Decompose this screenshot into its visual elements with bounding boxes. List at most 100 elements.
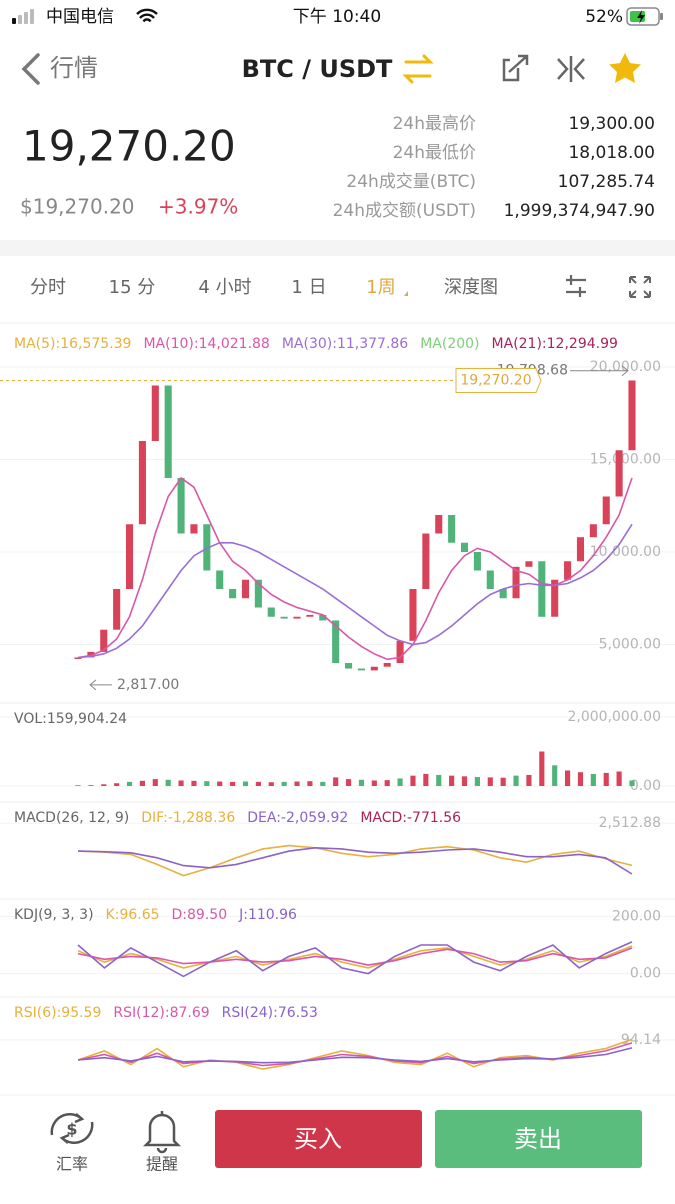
legend-label: DEA:-2,059.92	[247, 810, 348, 826]
candle	[113, 589, 121, 630]
legend-label: J:110.96	[238, 907, 297, 923]
candle	[628, 380, 636, 451]
y-tick-label: 0.00	[630, 966, 661, 982]
y-tick-label: 5,000.00	[599, 637, 661, 653]
stat-value: 18,018.00	[568, 143, 655, 163]
last-price-tag	[455, 368, 542, 394]
candle	[564, 561, 572, 580]
separator	[0, 240, 675, 256]
stat-label: 24h成交量(BTC)	[346, 172, 476, 192]
volume-bar	[500, 777, 506, 786]
settings-icon[interactable]	[566, 275, 586, 297]
stat-label: 24h最低价	[393, 143, 476, 163]
tab[interactable]: 1周	[366, 277, 395, 298]
rate-label[interactable]: 汇率	[56, 1155, 88, 1174]
tab[interactable]: 分时	[30, 277, 66, 298]
volume-bar	[139, 780, 145, 786]
volume-bar	[423, 773, 429, 786]
indicator-line	[77, 1042, 633, 1067]
candle	[602, 496, 610, 525]
volume-bar	[307, 781, 313, 786]
candle	[499, 589, 507, 599]
stat-value: 107,285.74	[558, 172, 655, 192]
candle	[138, 441, 146, 525]
tab[interactable]: 4 小时	[198, 277, 251, 298]
legend-label: MA(10):14,021.88	[143, 336, 269, 352]
indicator-line	[77, 947, 633, 966]
low-label: 2,817.00	[117, 677, 179, 693]
volume-bar	[294, 781, 300, 786]
volume-bar	[320, 781, 326, 786]
legend-label: MACD:-771.56	[360, 810, 461, 826]
back-arrow[interactable]	[21, 53, 40, 85]
signal-icon	[12, 9, 34, 24]
candle	[74, 657, 82, 659]
volume-bar	[397, 778, 403, 786]
volume-bar	[178, 780, 184, 786]
legend-label: MACD(26, 12, 9)	[14, 810, 129, 826]
y-tick-label: 200.00	[612, 908, 661, 924]
volume-bar	[152, 779, 158, 786]
last-price: 19,270.20	[22, 122, 236, 171]
legend-label: MA(5):16,575.39	[14, 336, 131, 352]
low-arrow	[89, 679, 97, 691]
favorite-icon[interactable]	[609, 53, 641, 83]
candle	[357, 668, 365, 671]
volume-bar	[126, 781, 133, 786]
battery-level: 52%	[585, 7, 623, 27]
alert-label[interactable]: 提醒	[146, 1155, 178, 1174]
tab[interactable]: 15 分	[109, 277, 156, 298]
candle	[409, 589, 417, 641]
clock: 下午 10:40	[293, 7, 381, 27]
candle	[229, 589, 237, 599]
tab-dropdown[interactable]	[404, 291, 408, 296]
candle	[448, 515, 456, 543]
candle	[177, 478, 185, 534]
compare-icon[interactable]	[557, 56, 585, 82]
back-label[interactable]: 行情	[50, 54, 98, 82]
candle	[383, 663, 391, 667]
legend-label: MA(200)	[420, 336, 479, 352]
indicator-line	[77, 941, 633, 978]
alert-icon[interactable]	[142, 1111, 182, 1154]
stat-value: 1,999,374,947.90	[504, 201, 655, 221]
candle	[267, 607, 275, 617]
buy-label[interactable]: 买入	[294, 1125, 342, 1153]
tab[interactable]: 深度图	[444, 277, 498, 298]
battery-icon	[626, 7, 663, 26]
volume-bar	[513, 775, 519, 786]
legend-label: MA(30):11,377.86	[282, 336, 408, 352]
volume-bar	[384, 780, 390, 786]
volume-bar	[217, 781, 223, 786]
candle	[125, 524, 134, 589]
sell-label[interactable]: 卖出	[514, 1125, 562, 1153]
tab[interactable]: 1 日	[291, 277, 326, 298]
volume-bar	[204, 781, 210, 786]
candle	[615, 450, 623, 497]
candle	[460, 542, 469, 552]
tabs: 分时 15 分 4 小时 1 日 1周 深度图	[30, 277, 498, 298]
y-tick-label: 15,000.00	[590, 452, 661, 468]
share-icon[interactable]	[502, 54, 529, 82]
volume-bar	[230, 781, 236, 786]
indicator-line	[77, 846, 633, 875]
ma-line	[77, 523, 633, 659]
charts: 5,000.0010,000.0015,000.0020,000.0019,79…	[0, 336, 675, 1070]
volume-bar	[590, 773, 596, 786]
legend-label: D:89.50	[172, 907, 228, 923]
legend-label: KDJ(9, 3, 3)	[14, 907, 94, 923]
switch-pair-icon[interactable]	[402, 54, 434, 84]
rate-icon[interactable]: $	[50, 1112, 94, 1145]
buy-button[interactable]	[215, 1110, 422, 1168]
indicator-line	[77, 945, 633, 969]
volume-bar	[603, 772, 609, 786]
candle	[216, 570, 224, 589]
candle	[319, 614, 327, 621]
volume-bar	[101, 784, 107, 786]
candle	[164, 385, 172, 478]
fullscreen-icon[interactable]	[629, 276, 651, 298]
sell-button[interactable]	[435, 1110, 642, 1168]
candle	[280, 616, 288, 619]
volume-bar	[539, 751, 545, 786]
legend-label: DIF:-1,288.36	[141, 810, 235, 826]
